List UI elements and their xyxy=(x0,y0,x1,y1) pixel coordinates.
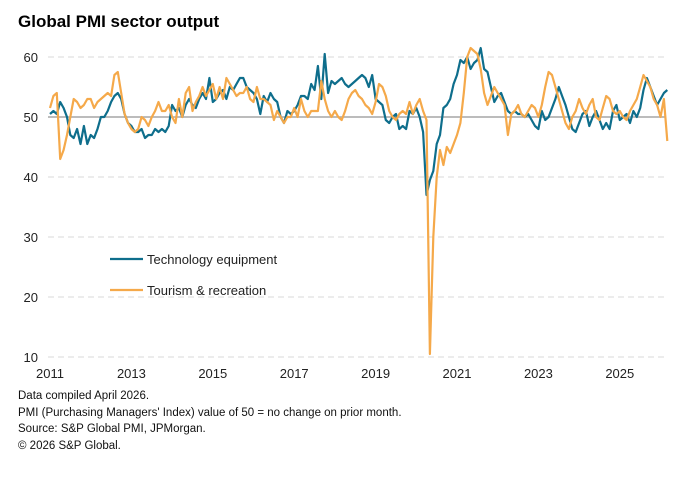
footer-copyright: © 2026 S&P Global. xyxy=(18,439,121,452)
footer-notes: Data compiled April 2026. PMI (Purchasin… xyxy=(18,388,402,454)
y-tick-label: 30 xyxy=(24,230,38,245)
footer-pmi-note: PMI (Purchasing Managers' Index) value o… xyxy=(18,406,402,419)
x-tick-label: 2021 xyxy=(443,366,472,381)
series-line-tourism-recreation xyxy=(48,46,669,356)
gridlines xyxy=(48,56,665,358)
footer-source: Source: S&P Global PMI, JPMorgan. xyxy=(18,423,206,435)
x-tick-label: 2013 xyxy=(117,366,146,381)
footer-compiled: Data compiled April 2026. xyxy=(18,390,150,402)
x-tick-label: 2011 xyxy=(36,366,64,381)
legend: Technology equipment Tourism & recreation xyxy=(110,252,277,298)
x-tick-label: 2023 xyxy=(524,366,553,381)
y-tick-label: 60 xyxy=(24,50,38,65)
x-axis-ticks: 2011 2013 2015 2017 2019 2021 2023 2025 xyxy=(36,366,634,381)
y-tick-label: 50 xyxy=(24,110,38,125)
y-axis-ticks: 10 20 30 40 50 60 xyxy=(24,50,38,365)
legend-label: Tourism & recreation xyxy=(147,283,266,298)
x-tick-label: 2015 xyxy=(198,366,227,381)
x-tick-label: 2019 xyxy=(361,366,390,381)
x-tick-label: 2017 xyxy=(280,366,309,381)
x-tick-label: 2025 xyxy=(605,366,634,381)
series-line-technology-equipment xyxy=(49,46,669,197)
legend-label: Technology equipment xyxy=(147,252,277,267)
y-tick-label: 10 xyxy=(24,350,38,365)
y-tick-label: 40 xyxy=(24,170,38,185)
series-lines xyxy=(48,46,669,356)
y-tick-label: 20 xyxy=(24,290,38,305)
chart-title: Global PMI sector output xyxy=(18,12,220,31)
